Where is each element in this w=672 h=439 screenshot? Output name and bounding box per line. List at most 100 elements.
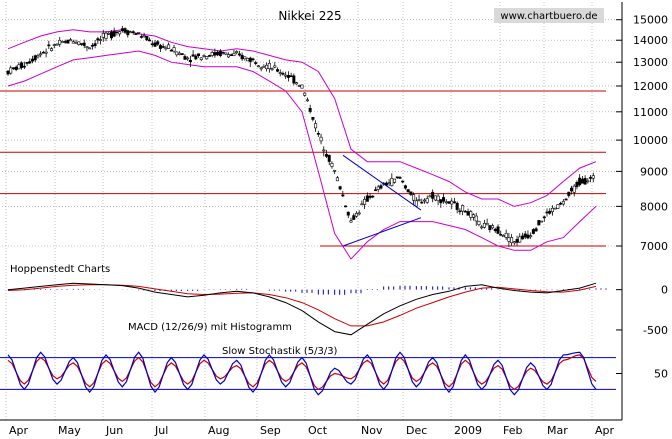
candle-body (338, 186, 342, 190)
candle-body (118, 31, 122, 35)
candle-body (477, 220, 481, 225)
candle-body (553, 207, 557, 210)
macd-tick-label: -500 (643, 324, 668, 337)
candle-body (213, 52, 217, 56)
candle-body (243, 56, 247, 60)
price-tick-label: 9000 (640, 165, 668, 178)
chart-title: Nikkei 225 (278, 9, 341, 23)
candle-body (227, 54, 231, 58)
candle-body (104, 32, 108, 39)
candle-body (537, 220, 541, 226)
candle-body (556, 204, 560, 209)
candle-body (194, 55, 198, 60)
candle-body (469, 211, 473, 218)
candle-body (322, 149, 326, 152)
candle-body (281, 73, 285, 75)
candle-body (559, 202, 563, 205)
candle-body (504, 232, 508, 238)
candle-body (20, 62, 24, 68)
candle-body (493, 228, 497, 232)
candle-body (71, 41, 75, 44)
macd-line (7, 282, 597, 336)
candle-body (183, 56, 187, 60)
candle-body (33, 55, 37, 61)
candle-body (80, 43, 84, 45)
candle-body (172, 47, 176, 52)
candle-body (572, 185, 576, 193)
candle-body (229, 54, 233, 57)
candle-body (589, 177, 593, 179)
candle-body (286, 75, 290, 78)
candle-body (305, 99, 309, 102)
candle-body (129, 31, 133, 34)
candle-body (550, 207, 554, 212)
candle-body (259, 67, 263, 70)
candle-body (63, 41, 67, 43)
candle-body (561, 201, 565, 205)
candle-body (428, 195, 432, 198)
candle-body (74, 42, 78, 44)
candle-body (412, 194, 416, 201)
candle-body (316, 133, 320, 135)
stochastic-panel (0, 351, 616, 396)
candle-body (36, 55, 40, 58)
candle-body (9, 67, 13, 74)
candle-body (107, 33, 111, 35)
candle-body (569, 187, 573, 192)
candle-body (403, 185, 407, 189)
candle-body (216, 51, 220, 56)
candle-body (197, 53, 201, 56)
price-tick-label: 8000 (640, 200, 668, 213)
candle-body (167, 44, 171, 49)
candle-body (523, 233, 527, 238)
price-tick-label: 14000 (633, 34, 668, 47)
candle-body (131, 31, 135, 34)
candle-body (292, 75, 296, 84)
candle-body (256, 65, 260, 68)
candle-body (66, 39, 70, 44)
candle-body (273, 65, 277, 68)
candle-body (275, 69, 279, 72)
candle-body (515, 239, 519, 243)
x-tick-label: Jul (154, 424, 168, 437)
grid (2, 2, 616, 420)
candle-body (567, 191, 571, 196)
source-label: www.chartbuero.de (500, 11, 597, 22)
candle-body (153, 42, 157, 47)
candle-body (237, 53, 241, 56)
candle-body (109, 31, 113, 39)
candle-body (186, 57, 190, 60)
candle-body (526, 234, 530, 239)
x-tick-label: Oct (308, 424, 328, 437)
candle-body (471, 214, 475, 218)
price-tick-label: 12000 (633, 80, 668, 93)
candle-body (284, 74, 288, 77)
candle-body (25, 62, 29, 64)
x-tick-label: May (58, 424, 81, 437)
candle-body (458, 210, 462, 213)
candle-body (254, 62, 258, 64)
candle-body (450, 200, 454, 205)
stoch-d-line (7, 354, 597, 391)
candle-body (433, 195, 437, 201)
candle-body (41, 51, 45, 54)
candle-body (303, 92, 307, 96)
candle-body (480, 226, 484, 229)
candle-body (507, 237, 511, 242)
candle-body (501, 235, 505, 238)
candle-body (368, 195, 372, 198)
candle-body (496, 226, 500, 234)
candle-body (52, 44, 56, 46)
candle-body (461, 205, 465, 212)
candle-body (134, 33, 138, 35)
candle-body (47, 44, 51, 47)
stoch-tick-label: 50 (654, 368, 668, 381)
macd-panel (7, 282, 607, 336)
stoch-k-line (7, 351, 597, 396)
candle-body (447, 201, 451, 204)
candle-body (491, 225, 495, 229)
candle-body (240, 54, 244, 60)
candle-body (311, 117, 315, 120)
candle-body (115, 31, 119, 34)
candle-body (150, 43, 154, 46)
